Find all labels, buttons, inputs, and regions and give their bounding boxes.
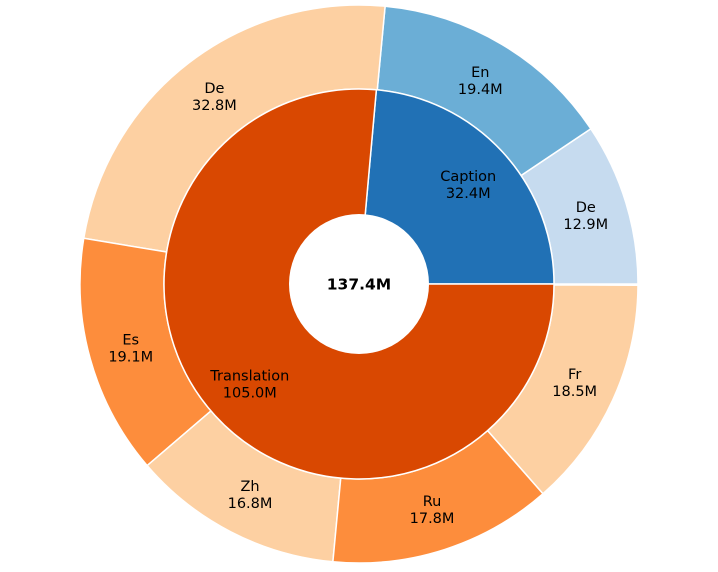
- outer-label-translation-de: De 32.8M: [192, 81, 237, 114]
- labels-layer: Caption 32.4M Translation 105.0M De 12.9M En 19…: [108, 65, 608, 527]
- outer-label-translation-fr: Fr 18.5M: [552, 367, 597, 400]
- outer-label-translation-ru: Ru 17.8M: [410, 494, 455, 527]
- outer-label-caption-en: En 19.4M: [458, 65, 503, 98]
- center-hole: [289, 214, 429, 354]
- center-total-label: 137.4M: [327, 276, 391, 294]
- inner-label-caption: Caption 32.4M: [440, 169, 496, 202]
- inner-label-translation: Translation 105.0M: [209, 369, 289, 402]
- outer-label-caption-de: De 12.9M: [563, 200, 608, 233]
- outer-label-translation-es: Es 19.1M: [108, 332, 153, 365]
- outer-label-translation-zh: Zh 16.8M: [228, 479, 273, 512]
